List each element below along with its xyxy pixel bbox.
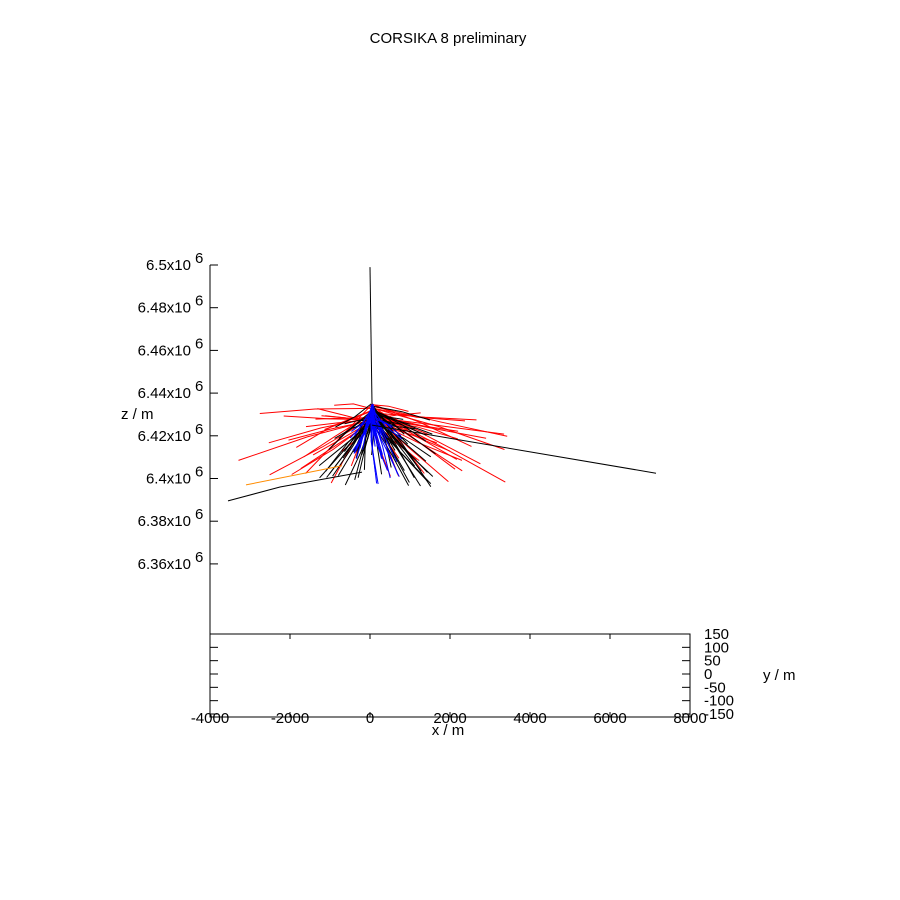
shower-track bbox=[371, 408, 430, 428]
z-tick-label: 6.4x10 bbox=[146, 471, 191, 488]
x-tick-label: 6000 bbox=[593, 710, 626, 727]
chart-title: CORSIKA 8 preliminary bbox=[370, 30, 527, 47]
z-tick-label: 6.42x10 bbox=[138, 428, 191, 445]
y-axis-label: y / m bbox=[763, 667, 796, 684]
shower-track bbox=[372, 415, 394, 428]
shower-track bbox=[371, 412, 477, 421]
z-tick-label: 6.46x10 bbox=[138, 342, 191, 359]
x-axis-ticks: -4000 -2000 0 2000 4000 6000 8000 bbox=[191, 634, 707, 727]
y-tick-label: -150 bbox=[704, 706, 734, 723]
z-tick-label: 6.36x10 bbox=[138, 556, 191, 573]
shower-track bbox=[373, 405, 431, 421]
shower-track bbox=[370, 417, 388, 471]
shower-track bbox=[371, 404, 409, 412]
shower-track bbox=[370, 405, 384, 461]
y-tick-label: -50 bbox=[704, 679, 726, 696]
shower-track bbox=[371, 405, 427, 462]
shower-track bbox=[318, 422, 373, 466]
long-track bbox=[245, 465, 343, 486]
shower-track bbox=[371, 411, 415, 478]
y-tick-label: 50 bbox=[704, 653, 721, 670]
x-tick-label: -4000 bbox=[191, 710, 229, 727]
long-track bbox=[227, 471, 363, 502]
shower-track bbox=[238, 419, 373, 461]
shower-track bbox=[259, 407, 372, 414]
x-tick-label: 0 bbox=[366, 710, 374, 727]
z-tick-exponent: 6 bbox=[195, 378, 203, 395]
shower-track bbox=[372, 407, 466, 422]
x-tick-label: 8000 bbox=[673, 710, 706, 727]
z-tick-exponent: 6 bbox=[195, 293, 203, 310]
shower-track bbox=[372, 407, 505, 450]
xy-plane-frame bbox=[209, 633, 691, 718]
shower-track bbox=[335, 403, 372, 428]
shower-track bbox=[354, 410, 373, 454]
long-track bbox=[371, 424, 657, 474]
z-tick-exponent: 6 bbox=[195, 335, 203, 352]
shower-track bbox=[370, 404, 399, 475]
shower-track bbox=[372, 409, 433, 435]
shower-track bbox=[349, 417, 372, 439]
z-tick-label: 6.44x10 bbox=[138, 385, 191, 402]
shower-track bbox=[372, 409, 403, 440]
shower-track bbox=[371, 410, 506, 483]
z-tick-exponent: 6 bbox=[195, 421, 203, 438]
primary-track bbox=[369, 267, 373, 404]
x-tick-label: 2000 bbox=[433, 710, 466, 727]
z-axis-label: z / m bbox=[121, 406, 154, 423]
z-tick-label: 6.5x10 bbox=[146, 257, 191, 274]
shower-track bbox=[334, 403, 372, 410]
shower-track bbox=[296, 409, 374, 448]
x-tick-label: 4000 bbox=[513, 710, 546, 727]
shower-track bbox=[372, 405, 508, 437]
shower-track bbox=[372, 417, 402, 437]
y-tick-label: 100 bbox=[704, 639, 729, 656]
z-tick-exponent: 6 bbox=[195, 506, 203, 523]
shower-track bbox=[328, 410, 373, 450]
particle-tracks bbox=[227, 267, 657, 502]
z-axis-ticks: 6.5x10 66.48x10 66.46x10 66.44x10 66.42x10 66… bbox=[138, 250, 218, 573]
z-tick-exponent: 6 bbox=[195, 464, 203, 481]
x-axis-label: x / m bbox=[432, 722, 465, 739]
shower-track bbox=[370, 410, 434, 477]
z-tick-label: 6.48x10 bbox=[138, 300, 191, 317]
z-tick-exponent: 6 bbox=[195, 549, 203, 566]
y-tick-label: 150 bbox=[704, 626, 729, 643]
shower-track bbox=[371, 407, 425, 474]
z-tick-exponent: 6 bbox=[195, 250, 203, 267]
y-tick-label: -100 bbox=[704, 693, 734, 710]
shower-track bbox=[359, 416, 373, 449]
x-tick-label: -2000 bbox=[271, 710, 309, 727]
z-tick-label: 6.38x10 bbox=[138, 513, 191, 530]
y-tick-label: 0 bbox=[704, 666, 712, 683]
